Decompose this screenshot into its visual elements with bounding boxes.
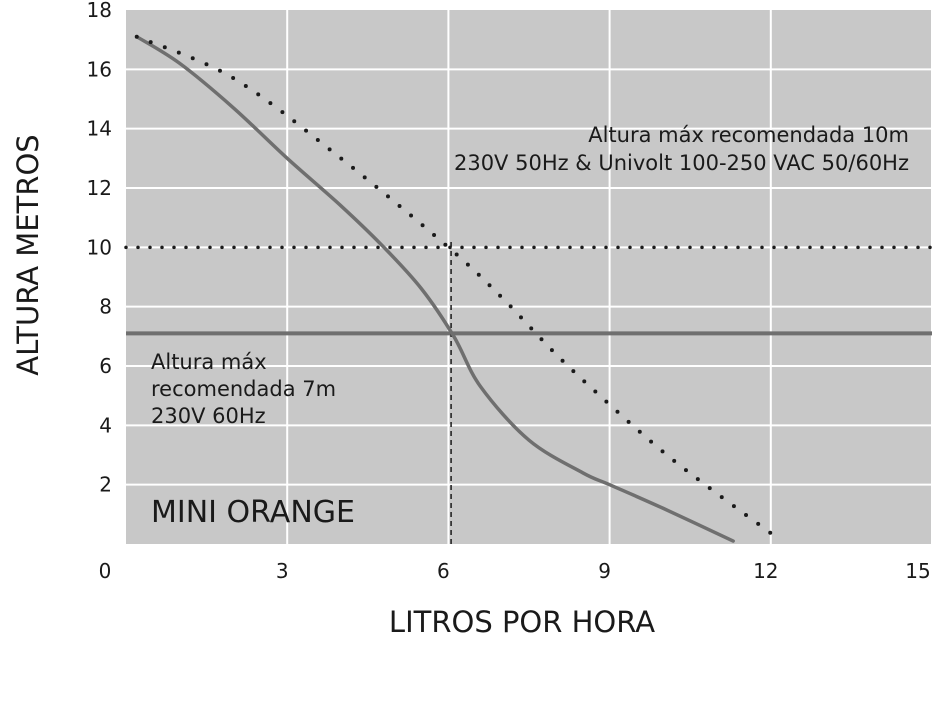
reference-lines: [124, 241, 934, 544]
y-tick-label: 14: [87, 117, 112, 141]
series: [134, 34, 784, 544]
annotation-7m-line-2: recomendada 7m: [151, 377, 336, 401]
annotation-10m-line-1: Altura máx recomendada 10m: [588, 123, 909, 147]
y-tick-label: 10: [87, 235, 112, 259]
product-name: MINI ORANGE: [151, 495, 355, 530]
x-axis-ticks: 0 3 6 9 12 15: [99, 559, 931, 583]
x-tick-label: 9: [598, 559, 611, 583]
y-tick-label: 6: [99, 354, 112, 378]
series-line-solid: [134, 34, 735, 543]
x-tick-label: 6: [437, 559, 450, 583]
x-tick-label: 12: [753, 559, 778, 583]
y-tick-label: 18: [87, 0, 112, 22]
y-tick-label: 8: [99, 295, 112, 319]
x-tick-label: 0: [99, 559, 112, 583]
x-tick-label: 15: [905, 559, 930, 583]
plot-area: [126, 10, 932, 544]
x-axis-label: LITROS POR HORA: [389, 605, 655, 639]
y-tick-label: 2: [99, 473, 112, 497]
annotation-7m-line-1: Altura máx: [151, 350, 267, 374]
y-axis-label: ALTURA METROS: [11, 134, 45, 375]
x-tick-label: 3: [276, 559, 289, 583]
y-tick-label: 12: [87, 176, 112, 200]
y-tick-label: 4: [99, 413, 112, 437]
y-axis-ticks: 2 4 6 8 10 12 14 16 18: [87, 0, 112, 497]
annotation-7m-line-3: 230V 60Hz: [151, 404, 266, 428]
annotation-10m-line-2: 230V 50Hz & Univolt 100-250 VAC 50/60Hz: [454, 151, 909, 175]
y-tick-label: 16: [87, 57, 112, 81]
